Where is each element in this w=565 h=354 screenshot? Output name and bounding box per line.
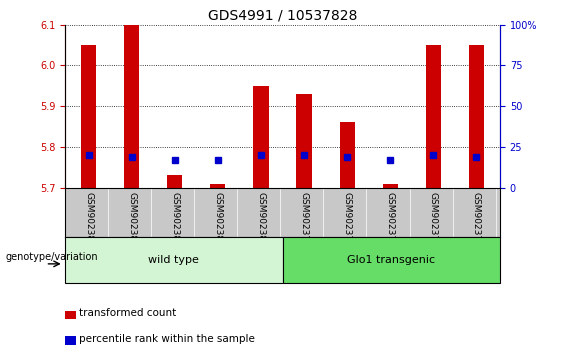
Text: GSM902377: GSM902377 — [386, 192, 395, 246]
Text: transformed count: transformed count — [79, 308, 176, 318]
Text: wild type: wild type — [148, 255, 199, 265]
Text: GSM902375: GSM902375 — [299, 192, 308, 246]
Bar — [340, 122, 355, 188]
Text: GSM902380: GSM902380 — [84, 192, 93, 246]
Text: percentile rank within the sample: percentile rank within the sample — [79, 333, 255, 344]
Text: GSM902383: GSM902383 — [214, 192, 223, 246]
Text: genotype/variation: genotype/variation — [6, 252, 98, 262]
Bar — [254, 86, 268, 188]
Bar — [297, 94, 311, 188]
Bar — [124, 25, 140, 188]
Bar — [65, 237, 282, 283]
Bar — [65, 310, 76, 319]
Bar — [425, 45, 441, 188]
Bar — [469, 45, 484, 188]
Bar — [167, 175, 182, 188]
Bar — [210, 183, 225, 188]
Text: Glo1 transgenic: Glo1 transgenic — [347, 255, 435, 265]
Bar — [383, 183, 398, 188]
Bar — [282, 237, 500, 283]
Text: GSM902378: GSM902378 — [429, 192, 438, 246]
Text: GSM902382: GSM902382 — [170, 192, 179, 246]
Text: GSM902384: GSM902384 — [257, 192, 266, 246]
Bar — [81, 45, 96, 188]
Text: GSM902376: GSM902376 — [342, 192, 351, 246]
Text: GSM902381: GSM902381 — [127, 192, 136, 246]
Text: GSM902379: GSM902379 — [472, 192, 481, 246]
Bar — [65, 336, 76, 345]
Title: GDS4991 / 10537828: GDS4991 / 10537828 — [208, 8, 357, 22]
